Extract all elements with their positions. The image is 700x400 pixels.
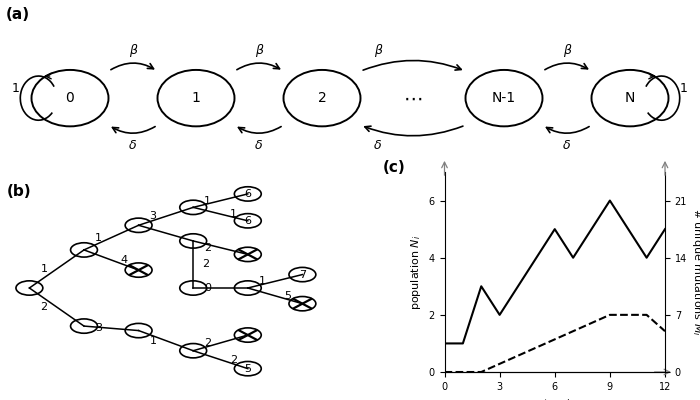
Text: N: N — [625, 91, 635, 105]
Text: 2: 2 — [318, 91, 326, 105]
Text: (b): (b) — [6, 184, 31, 199]
Text: 2: 2 — [204, 243, 211, 253]
X-axis label: step $i$: step $i$ — [538, 397, 571, 400]
Text: 0: 0 — [204, 283, 211, 293]
Y-axis label: # unique mutations $M_i$: # unique mutations $M_i$ — [690, 208, 700, 336]
Text: N-1: N-1 — [492, 91, 516, 105]
Text: 0: 0 — [66, 91, 74, 105]
Text: 1: 1 — [192, 91, 200, 105]
Text: 2: 2 — [41, 302, 48, 312]
Text: δ: δ — [256, 140, 262, 152]
Text: 1: 1 — [41, 264, 48, 274]
Text: δ: δ — [374, 140, 382, 152]
Text: 6: 6 — [244, 216, 251, 226]
Text: 7: 7 — [299, 270, 306, 280]
Text: 3: 3 — [150, 211, 157, 221]
Text: 1: 1 — [259, 276, 266, 286]
Text: β: β — [563, 44, 571, 57]
Text: 1: 1 — [12, 82, 20, 95]
Text: β: β — [374, 44, 382, 57]
Text: $\cdots$: $\cdots$ — [403, 89, 423, 108]
Text: 6: 6 — [244, 189, 251, 199]
Text: 4: 4 — [120, 255, 127, 265]
Text: δ: δ — [564, 140, 570, 152]
Text: 1: 1 — [230, 209, 237, 219]
Text: β: β — [129, 44, 137, 57]
Text: 5: 5 — [284, 291, 291, 301]
Y-axis label: population $N_i$: population $N_i$ — [409, 234, 423, 310]
Text: 5: 5 — [244, 364, 251, 374]
Text: δ: δ — [130, 140, 136, 152]
Text: 2: 2 — [202, 260, 209, 270]
Text: 2: 2 — [230, 355, 237, 365]
Text: 1: 1 — [204, 196, 211, 206]
Text: β: β — [255, 44, 263, 57]
Text: (a): (a) — [6, 7, 29, 22]
Text: (c): (c) — [383, 160, 405, 175]
Text: 2: 2 — [204, 338, 211, 348]
Text: 3: 3 — [95, 323, 102, 333]
Text: 1: 1 — [680, 82, 688, 95]
Text: 1: 1 — [95, 232, 102, 242]
Text: 1: 1 — [150, 336, 157, 346]
